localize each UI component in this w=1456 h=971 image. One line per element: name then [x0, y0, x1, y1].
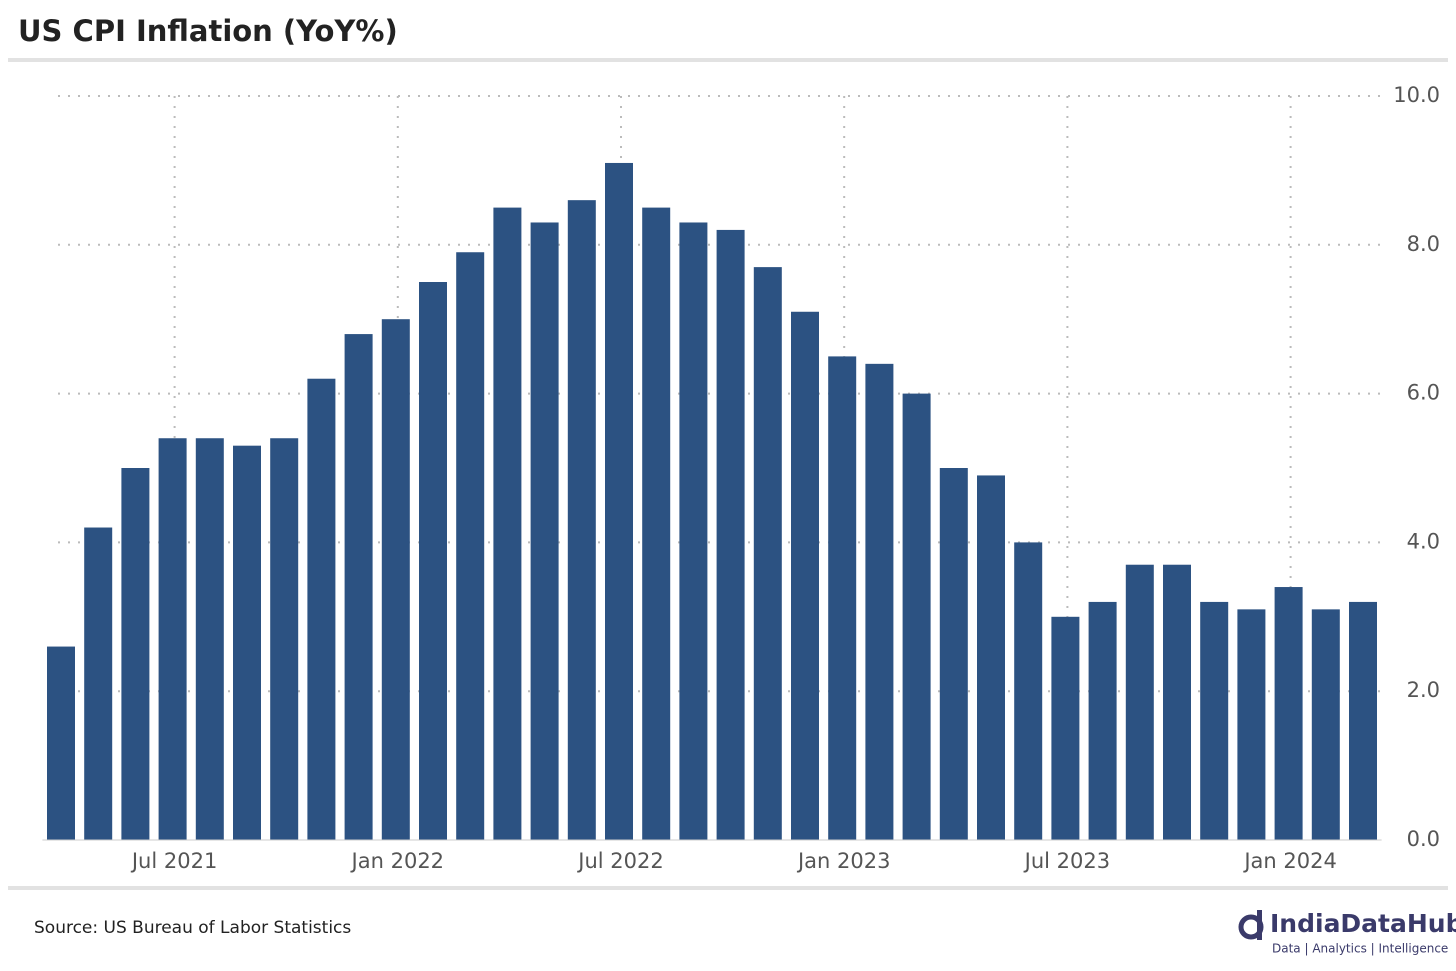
x-tick-label: Jan 2024: [1242, 849, 1337, 873]
y-tick-label: 2.0: [1407, 678, 1440, 702]
logo-icon: [1257, 910, 1262, 940]
chart-title: US CPI Inflation (YoY%): [18, 14, 398, 48]
bar: [605, 162, 633, 840]
bar: [456, 252, 485, 841]
logo-tagline: Data | Analytics | Intelligence: [1272, 942, 1448, 956]
bar: [1014, 542, 1043, 840]
x-tick-label: Jan 2022: [350, 849, 445, 873]
bar: [679, 222, 708, 841]
bar: [977, 475, 1005, 840]
bar: [493, 207, 522, 841]
x-tick-label: Jul 2023: [1023, 849, 1110, 873]
bar: [344, 334, 373, 840]
bar: [530, 222, 559, 841]
y-tick-label: 4.0: [1407, 529, 1440, 553]
bar: [753, 267, 782, 840]
bar: [1125, 564, 1154, 840]
bar: [195, 438, 224, 840]
y-tick-label: 8.0: [1407, 232, 1440, 256]
y-tick-label: 10.0: [1393, 83, 1440, 107]
bar: [642, 207, 671, 841]
bar: [307, 378, 336, 840]
bar: [47, 646, 75, 840]
bar: [716, 229, 745, 841]
bar: [1311, 609, 1340, 840]
logo-name: IndiaDataHub: [1270, 909, 1456, 938]
y-tick-label: 0.0: [1407, 827, 1440, 851]
bar: [1051, 616, 1080, 840]
bar: [1237, 609, 1266, 840]
bar: [902, 393, 931, 840]
bar: [233, 445, 261, 840]
x-tick-label: Jan 2023: [796, 849, 891, 873]
bar: [121, 468, 150, 840]
bar: [158, 438, 187, 840]
bar: [791, 311, 819, 840]
bar: [84, 527, 113, 840]
bar: [1200, 601, 1229, 840]
bar: [1163, 564, 1191, 840]
bar: [381, 319, 410, 840]
source: Source: US Bureau of Labor Statistics: [34, 918, 351, 938]
y-tick-label: 6.0: [1407, 381, 1440, 405]
logo: IndiaDataHub Data | Analytics | Intellig…: [1238, 909, 1456, 956]
divider: [8, 886, 1448, 890]
x-tick-label: Jul 2022: [576, 849, 663, 873]
bar: [865, 363, 894, 840]
bar: [1088, 601, 1117, 840]
bar: [939, 468, 968, 840]
divider: [8, 58, 1448, 62]
bar: [1349, 601, 1377, 840]
bar: [419, 282, 447, 840]
bar: [270, 438, 299, 840]
bar: [1274, 587, 1303, 840]
x-tick-label: Jul 2021: [130, 849, 217, 873]
bar: [567, 200, 596, 840]
bar: [828, 356, 857, 840]
